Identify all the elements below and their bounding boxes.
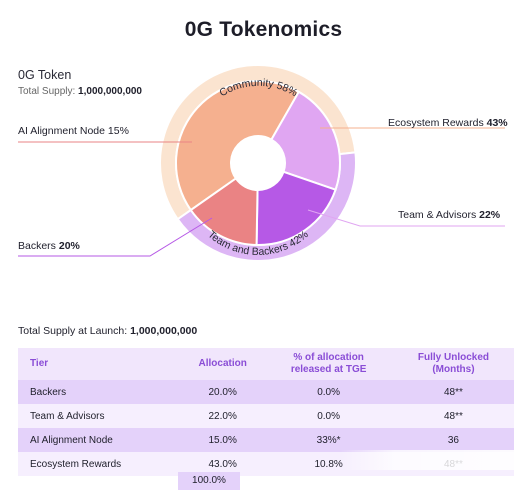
allocation-total: 100.0% <box>178 472 240 490</box>
cell-unlock: 48** <box>443 386 463 398</box>
cell-allocation: 22.0% <box>208 410 237 422</box>
label-team-pct: 22% <box>479 209 501 221</box>
page-title: 0G Tokenomics <box>184 18 343 41</box>
cell-tier: Team & Advisors <box>30 410 105 422</box>
cell-tier: AI Alignment Node <box>30 434 113 446</box>
total-supply-value: 1,000,000,000 <box>78 86 142 97</box>
token-name: 0G Token <box>18 68 72 82</box>
cell-unlock: 48** <box>443 410 463 422</box>
cell-allocation: 20.0% <box>208 386 237 398</box>
label-backers-pct: 20% <box>58 240 80 252</box>
header-tge-line1: % of allocation <box>293 352 364 363</box>
header-unlock-line1: Fully Unlocked <box>417 352 489 363</box>
cell-tge: 33%* <box>316 434 341 446</box>
cell-allocation: 15.0% <box>208 434 237 446</box>
header-tge-line2: released at TGE <box>290 364 367 375</box>
slice-ai-alignment-node <box>189 177 259 247</box>
header-tier: Tier <box>30 358 49 369</box>
header-allocation: Allocation <box>198 358 247 369</box>
header-unlock-line2: (Months) <box>432 364 475 375</box>
leader-team-advisors <box>307 209 505 227</box>
launch-supply: Total Supply at Launch: 1,000,000,000 <box>18 325 197 337</box>
cell-tge: 0.0% <box>317 386 341 398</box>
label-ai-pct: 15% <box>107 125 129 137</box>
header-tge: % of allocation released at TGE <box>264 348 393 380</box>
cell-tge: 10.8% <box>314 458 343 470</box>
label-ecosystem-rewards: Ecosystem Rewards 43% <box>388 117 508 129</box>
label-backers: Backers 20% <box>18 240 80 252</box>
label-ai-name: AI Alignment Node <box>18 125 105 137</box>
launch-supply-label: Total Supply at Launch: <box>18 325 131 337</box>
label-backers-name: Backers <box>18 240 56 252</box>
cell-tier: Backers <box>30 386 67 398</box>
label-eco-pct: 43% <box>486 117 508 129</box>
total-supply-label: Total Supply: <box>18 86 79 97</box>
label-eco-name: Ecosystem Rewards <box>388 117 484 129</box>
cell-unlock: 36 <box>447 434 459 446</box>
table-row: Team & Advisors 22.0% 0.0% 48** <box>18 404 514 428</box>
label-ai-alignment-node: AI Alignment Node 15% <box>18 125 129 137</box>
header-unlock: Fully Unlocked (Months) <box>393 348 514 380</box>
smudge-overlay <box>340 450 520 470</box>
inner-pie <box>175 80 341 247</box>
tokenomics-donut-chart: Community 58% Team and Backers 42% <box>18 64 505 262</box>
label-team-advisors: Team & Advisors 22% <box>398 209 500 221</box>
leader-backers <box>18 217 213 257</box>
table-row: AI Alignment Node 15.0% 33%* 36 <box>18 428 514 452</box>
table-header-row: Tier Allocation % of allocation released … <box>18 348 514 380</box>
table-row: Backers 20.0% 0.0% 48** <box>18 380 514 404</box>
cell-tge: 0.0% <box>317 410 341 422</box>
label-leaders <box>18 127 505 257</box>
slice-ecosystem-rewards <box>175 80 301 212</box>
slice-team-advisors <box>270 90 341 191</box>
launch-supply-value: 1,000,000,000 <box>130 325 198 337</box>
label-team-name: Team & Advisors <box>398 209 477 221</box>
slice-backers <box>255 170 337 246</box>
cell-allocation: 43.0% <box>208 458 237 470</box>
total-supply: Total Supply: 1,000,000,000 <box>18 86 142 97</box>
cell-tier: Ecosystem Rewards <box>30 458 122 470</box>
